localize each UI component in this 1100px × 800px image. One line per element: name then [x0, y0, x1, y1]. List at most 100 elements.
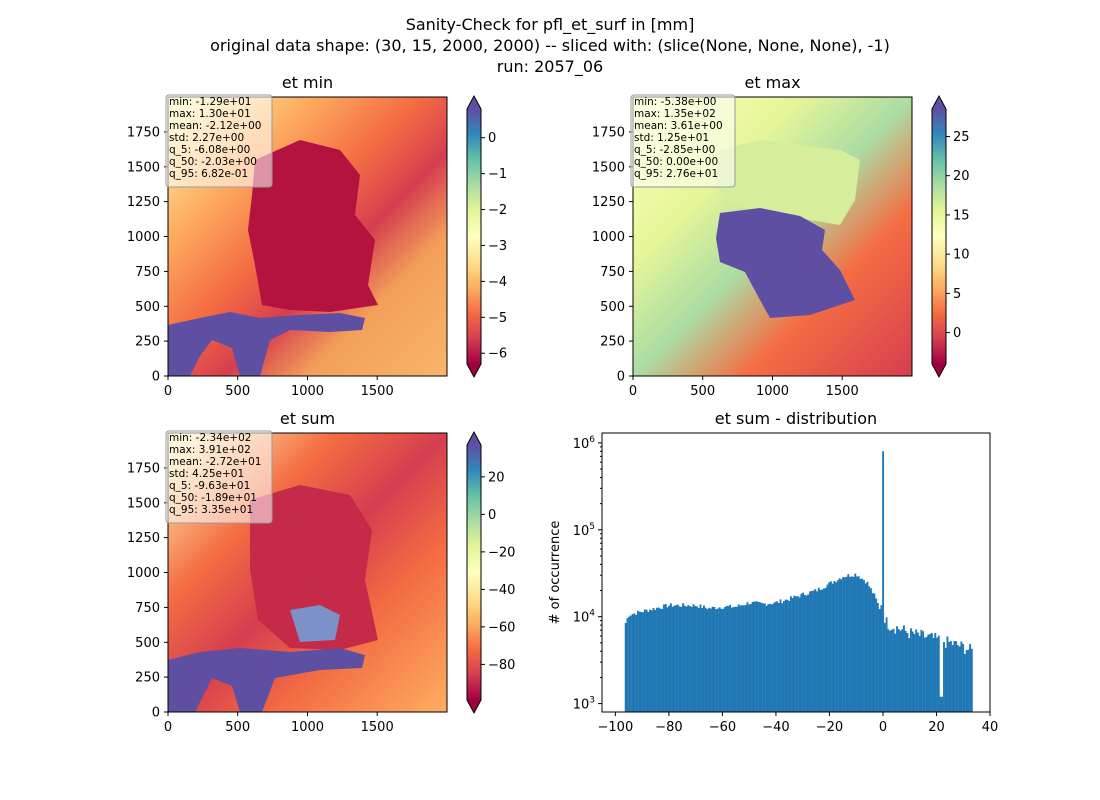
colorbar-tick-0: 0	[481, 131, 496, 146]
x-axis: 0 500 1000 1500	[164, 376, 394, 399]
region-high-values	[168, 312, 365, 376]
histogram-bar	[716, 608, 719, 712]
stat-mean: mean: -2.12e+00	[169, 120, 261, 132]
x-tick-2: 1000	[756, 376, 789, 399]
svg-text:1500: 1500	[361, 384, 394, 399]
histogram-bar	[937, 635, 940, 712]
y-axis-label: # of occurrence	[548, 521, 563, 625]
histogram-bar	[857, 576, 860, 712]
histogram-bar	[635, 614, 638, 712]
stat-min: min: -2.34e+02	[169, 432, 251, 444]
region-green-values	[715, 140, 860, 225]
histogram-bar	[739, 605, 742, 712]
histogram-bar	[748, 604, 751, 712]
histogram-bar	[866, 581, 869, 712]
svg-text:0: 0	[617, 370, 625, 385]
stat-std: std: 1.25e+01	[634, 132, 709, 144]
colorbar-tick-5: −80	[481, 658, 515, 673]
histogram-bar	[718, 607, 721, 712]
histogram-bar	[680, 606, 683, 712]
histogram-bar	[692, 604, 695, 712]
histogram-bar	[774, 601, 777, 712]
y-tick-5: 1250	[592, 195, 633, 210]
x-tick-1: 500	[690, 376, 715, 399]
stat-max: max: 1.30e+01	[169, 108, 251, 120]
histogram-bar	[901, 629, 904, 712]
colorbar-tick-0: 20	[481, 470, 505, 485]
x-tick-3: 1500	[826, 376, 859, 399]
panel-title: et sum - distribution	[715, 409, 877, 428]
svg-text:750: 750	[600, 265, 625, 280]
svg-text:15: 15	[953, 208, 970, 223]
svg-text:250: 250	[135, 671, 160, 686]
histogram-bar	[915, 629, 918, 712]
svg-text:1250: 1250	[592, 195, 625, 210]
svg-text:40: 40	[982, 720, 999, 735]
axes-frame	[167, 96, 448, 377]
stat-q5: q_5: -9.63e+01	[169, 480, 250, 492]
svg-text:1000: 1000	[291, 720, 324, 735]
histogram-bar	[871, 593, 874, 712]
histogram-bar	[760, 602, 763, 712]
histogram-bar	[696, 606, 698, 712]
histogram-bar	[936, 637, 938, 712]
svg-text:1500: 1500	[361, 720, 394, 735]
histogram-bar	[889, 630, 892, 712]
histogram-bar	[958, 646, 961, 712]
svg-text:250: 250	[600, 335, 625, 350]
histogram-bar	[927, 634, 930, 712]
histogram-bar	[650, 610, 653, 712]
histogram-bar	[824, 587, 827, 712]
histogram-bar	[765, 605, 768, 712]
svg-text:−5: −5	[488, 311, 507, 326]
histogram-bar	[783, 601, 785, 712]
histogram-bar	[894, 633, 897, 712]
svg-text:−1: −1	[488, 167, 507, 182]
histogram-bar	[923, 637, 926, 712]
histogram-bar	[689, 606, 691, 712]
histogram-bar	[897, 629, 900, 712]
histogram-bar	[699, 604, 702, 712]
histogram-bar	[802, 592, 805, 712]
histogram-bar	[720, 608, 723, 712]
stat-q5: q_5: -2.85e+00	[634, 144, 715, 156]
panel-et-sum-distribution: et sum - distribution −100 −80 −60 −40 −20 0 2…	[548, 409, 998, 735]
colorbar-top-extend	[467, 432, 481, 445]
y-tick-7: 1750	[127, 125, 168, 140]
histogram-bar	[861, 578, 864, 712]
histogram-bar	[743, 605, 745, 712]
histogram-bar	[666, 607, 669, 712]
histogram-bar	[859, 579, 862, 712]
x-tick-3: −40	[762, 712, 790, 735]
stat-max: max: 3.91e+02	[169, 444, 251, 456]
panel-title: et sum	[280, 409, 335, 428]
histogram-bar	[661, 608, 664, 712]
histogram-bar	[953, 641, 956, 712]
stat-q95: q_95: 6.82e-01	[169, 168, 248, 180]
svg-text:−60: −60	[488, 620, 515, 635]
svg-text:103: 103	[573, 696, 595, 713]
histogram-bar	[934, 632, 937, 712]
y-tick-0: 0	[152, 370, 168, 385]
colorbar-top-extend	[932, 96, 946, 109]
colorbar-tick-6: −6	[481, 347, 507, 362]
histogram-bar	[852, 576, 855, 712]
histogram-bar	[737, 604, 740, 712]
histogram-bar	[668, 605, 671, 712]
histogram-bar	[767, 604, 770, 712]
svg-text:0: 0	[629, 384, 637, 399]
svg-text:105: 105	[573, 522, 595, 539]
histogram-bar	[770, 604, 773, 712]
histogram-bar	[906, 633, 909, 712]
histogram-bar	[789, 596, 792, 712]
histogram-bar	[960, 641, 963, 712]
panel-title: et max	[744, 73, 800, 92]
histogram-bar	[930, 633, 933, 712]
histogram-bar	[812, 590, 815, 712]
x-tick-5: 0	[879, 712, 887, 735]
histogram-bar	[970, 648, 973, 712]
svg-text:1000: 1000	[291, 384, 324, 399]
svg-text:1250: 1250	[127, 531, 160, 546]
histogram-bar	[883, 622, 886, 712]
histogram-bar	[642, 612, 645, 712]
